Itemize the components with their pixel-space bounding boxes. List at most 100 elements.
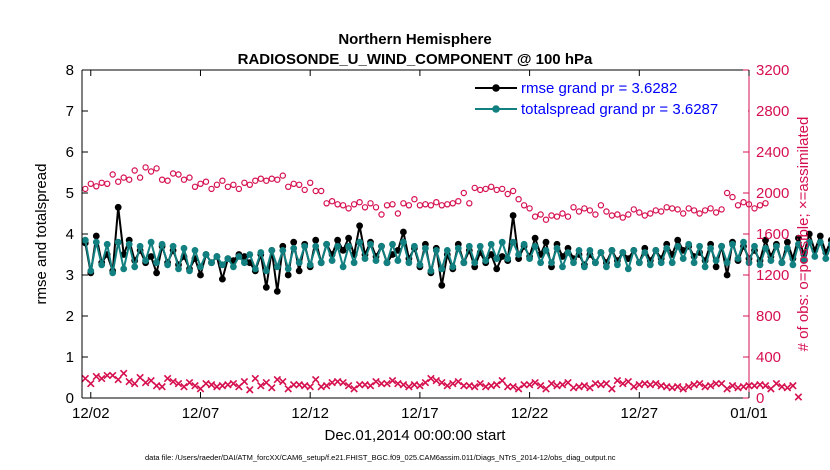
y-right-tick-label: 800 xyxy=(756,308,781,325)
obs-assimilated-point xyxy=(449,379,457,388)
obs-assimilated-point xyxy=(586,384,594,392)
obs-assimilated-point xyxy=(641,379,649,388)
obs-assimilated-point xyxy=(662,382,671,391)
obs-assimilated-point xyxy=(767,385,775,393)
totalspread-point xyxy=(575,247,583,254)
obs-assimilated-point xyxy=(547,379,556,388)
obs-possible-point xyxy=(712,209,720,216)
y-right-tick-label: 2800 xyxy=(756,103,789,120)
obs-assimilated-point xyxy=(454,377,463,386)
y-right-tick-label: 1600 xyxy=(756,226,789,243)
x-tick-label: 01/01 xyxy=(730,405,768,422)
totalspread-point xyxy=(224,255,232,262)
obs-assimilated-point xyxy=(602,379,611,388)
obs-assimilated-point xyxy=(92,372,101,381)
totalspread-point xyxy=(795,240,802,248)
obs-assimilated-point xyxy=(706,381,715,390)
totalspread-point xyxy=(103,240,111,248)
totalspread-point xyxy=(411,242,418,250)
totalspread-point xyxy=(317,259,325,267)
obs-assimilated-point xyxy=(580,381,589,390)
obs-possible-point xyxy=(208,185,215,193)
obs-possible-point xyxy=(285,183,292,190)
legend-box xyxy=(470,76,748,122)
totalspread-point xyxy=(701,263,709,271)
obs-assimilated-point xyxy=(443,381,452,390)
obs-possible-point xyxy=(263,177,270,184)
totalspread-point xyxy=(120,265,128,273)
obs-assimilated-point xyxy=(300,381,309,390)
totalspread-point xyxy=(213,253,221,260)
obs-assimilated-point xyxy=(328,378,336,387)
obs-possible-point xyxy=(93,183,100,190)
x-axis-label: Dec.01,2014 00:00:00 start xyxy=(325,427,507,444)
totalspread-point xyxy=(624,265,632,273)
totalspread-point xyxy=(208,259,215,267)
totalspread-point xyxy=(279,247,287,254)
x-tick-label: 12/17 xyxy=(401,405,439,422)
x-tick-label: 12/07 xyxy=(182,405,220,422)
obs-assimilated-point xyxy=(794,393,803,401)
rmse-point xyxy=(762,236,769,244)
obs-possible-point xyxy=(581,205,588,212)
rmse-point xyxy=(712,263,720,271)
obs-possible-point xyxy=(537,211,544,218)
obs-possible-point xyxy=(153,165,160,172)
totalspread-point xyxy=(443,247,451,254)
obs-assimilated-point xyxy=(279,377,287,386)
legend-rmse-label: rmse grand pr = 3.6282 xyxy=(521,80,677,97)
obs-assimilated-point xyxy=(460,381,468,390)
obs-possible-point xyxy=(564,213,572,220)
obs-possible-point xyxy=(504,190,511,198)
obs-possible-point xyxy=(499,185,506,193)
obs-assimilated-point xyxy=(673,382,682,391)
rmse-point xyxy=(345,234,352,242)
obs-possible-point xyxy=(647,210,654,217)
legend-spread-marker xyxy=(492,105,500,113)
y-right-tick-label: 2000 xyxy=(756,185,789,202)
obs-possible-point xyxy=(674,206,681,213)
obs-assimilated-point xyxy=(564,378,572,387)
totalspread-point xyxy=(153,259,161,267)
rmse-point xyxy=(262,283,270,291)
obs-possible-point xyxy=(175,171,182,178)
obs-assimilated-point xyxy=(97,374,106,383)
obs-assimilated-point xyxy=(525,380,534,389)
obs-possible-point xyxy=(756,202,764,209)
totalspread-point xyxy=(454,244,462,252)
obs-possible-point xyxy=(109,171,116,178)
rmse-point xyxy=(674,236,682,244)
obs-assimilated-point xyxy=(152,381,161,390)
y-right-tick-label: 2400 xyxy=(756,144,789,161)
obs-possible-point xyxy=(526,205,533,212)
totalspread-point xyxy=(219,261,226,269)
totalspread-point xyxy=(230,263,237,271)
obs-possible-point xyxy=(307,179,314,186)
obs-possible-point xyxy=(619,214,627,221)
totalspread-point xyxy=(597,249,605,256)
rmse-point xyxy=(493,265,501,273)
totalspread-point xyxy=(668,259,676,267)
obs-assimilated-point xyxy=(229,379,238,388)
totalspread-point xyxy=(306,261,314,269)
x-tick-label: 12/02 xyxy=(72,405,110,422)
rmse-point xyxy=(114,203,122,211)
obs-assimilated-point xyxy=(761,381,770,390)
totalspread-point xyxy=(268,247,276,254)
obs-assimilated-point xyxy=(739,382,748,391)
totalspread-point xyxy=(751,242,758,250)
obs-assimilated-point xyxy=(421,378,430,387)
obs-assimilated-point xyxy=(432,376,441,385)
obs-assimilated-point xyxy=(487,381,495,390)
totalspread-point xyxy=(816,238,824,246)
totalspread-point xyxy=(548,259,555,267)
obs-assimilated-point xyxy=(783,384,792,392)
obs-possible-point xyxy=(630,206,638,213)
data-file-footnote: data file: /Users/raeder/DAI/ATM_forcXX/… xyxy=(145,453,616,462)
totalspread-point xyxy=(367,240,374,248)
obs-assimilated-point xyxy=(613,376,622,385)
obs-assimilated-point xyxy=(103,371,111,380)
obs-assimilated-point xyxy=(125,377,133,386)
totalspread-point xyxy=(586,247,594,254)
obs-possible-point xyxy=(405,202,413,209)
